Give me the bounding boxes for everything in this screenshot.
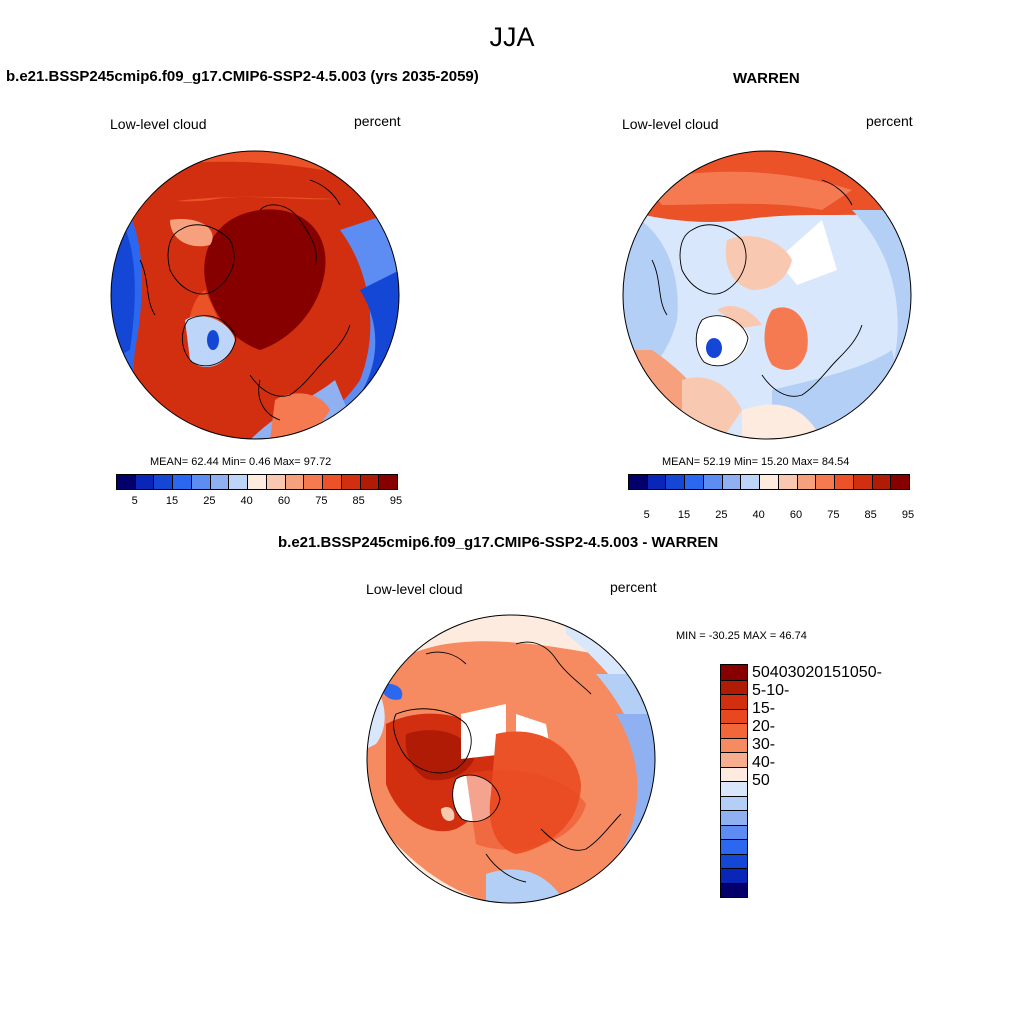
panel-2-variable-label: Low-level cloud: [622, 116, 719, 132]
panel-1-colorbar-box: [359, 475, 379, 489]
panel-3-colorbar-tick-label: -10: [760, 682, 785, 699]
panel-2-colorbar-box: [852, 475, 872, 489]
panel-1-variable-label: Low-level cloud: [110, 116, 207, 132]
panel-2-colorbar-box: [890, 475, 910, 489]
panel-2-colorbar-box: [871, 475, 891, 489]
panel-1-colorbar-box: [153, 475, 173, 489]
panel-2-colorbar-tick-label: 75: [827, 509, 840, 521]
panel-3-colorbar-box: [721, 839, 747, 854]
panel-3-colorbar-box: [721, 723, 747, 738]
panel-2-colorbar: [628, 474, 910, 490]
panel-3-variable-label: Low-level cloud: [366, 581, 463, 597]
panel-2-colorbar-tick-label: 5: [643, 509, 650, 521]
panel-2-colorbar-box: [702, 475, 722, 489]
panel-2-title: WARREN: [733, 70, 800, 87]
panel-3-colorbar-box: [721, 853, 747, 868]
panel-3-units-label: percent: [610, 579, 657, 595]
panel-2-colorbar-box: [684, 475, 703, 489]
panel-3-statistics: MIN = -30.25 MAX = 46.74: [676, 630, 807, 642]
panel-3-colorbar-tick-label: -15: [752, 682, 790, 717]
panel-1-colorbar-tick-label: 60: [277, 495, 291, 507]
panel-2-colorbar-tick-label: 60: [789, 509, 803, 521]
panel-2-colorbar-box: [665, 475, 685, 489]
panel-1-colorbar-tick-label: 15: [165, 495, 179, 507]
panel-1-colorbar-box: [322, 475, 341, 489]
panel-1-colorbar-box: [190, 475, 210, 489]
panel-1-colorbar-box: [340, 475, 360, 489]
panel-1-colorbar-tick-label: 40: [240, 495, 253, 507]
panel-3-polar-map: [366, 614, 656, 904]
panel-1-colorbar-tick-label: 5: [131, 495, 138, 507]
panel-2-colorbar-box: [777, 475, 797, 489]
panel-2-colorbar-tick-label: 95: [901, 509, 915, 521]
panel-1-colorbar-box: [378, 475, 398, 489]
panel-2-colorbar-ticks: 5 15 25 40 60 75 85 95: [628, 509, 915, 523]
panel-2-colorbar-box: [834, 475, 853, 489]
panel-3-colorbar-box: [721, 752, 747, 767]
panel-2-colorbar-box: [759, 475, 778, 489]
panel-3-colorbar-tick-label: -20: [752, 700, 776, 735]
panel-3-colorbar-box: [721, 679, 747, 694]
panel-1-colorbar-box: [303, 475, 323, 489]
panel-3-colorbar-tick-label: 20: [805, 664, 824, 681]
panel-3-colorbar-tick-label: -5: [752, 664, 882, 699]
panel-3-colorbar-box: [721, 708, 747, 723]
panel-2-colorbar-tick-label: 85: [864, 509, 877, 521]
panel-1-colorbar-tick-label: 85: [352, 495, 365, 507]
panel-1-colorbar-tick-label: 25: [203, 495, 216, 507]
panel-3-colorbar-tick-label: 0: [867, 664, 877, 681]
panel-1-colorbar-box: [209, 475, 229, 489]
panel-1-units-label: percent: [354, 113, 401, 129]
panel-2-colorbar-box: [815, 475, 835, 489]
panel-3-colorbar-ticks: 50403020151050-5-10-15-20-30-40-50: [752, 664, 882, 896]
panel-3-title: b.e21.BSSP245cmip6.f09_g17.CMIP6-SSP2-4.…: [278, 534, 719, 551]
panel-3-colorbar-tick-label: -50: [752, 754, 776, 789]
panel-2-colorbar-box: [740, 475, 760, 489]
panel-3-colorbar: [720, 664, 748, 898]
panel-3-colorbar-box: [721, 737, 747, 752]
panel-3-colorbar-box: [721, 868, 747, 883]
panel-1-colorbar-tick-label: 95: [389, 495, 403, 507]
panel-2-statistics: MEAN= 52.19 Min= 15.20 Max= 84.54: [662, 456, 850, 468]
panel-3-colorbar-box: [721, 882, 747, 897]
panel-3-colorbar-box: [721, 694, 747, 709]
panel-2-polar-map: [622, 150, 912, 440]
panel-1-colorbar-box: [228, 475, 248, 489]
panel-3-colorbar-box: [721, 795, 747, 810]
panel-2-units-label: percent: [866, 113, 913, 129]
panel-3-colorbar-tick-label: 40: [769, 664, 788, 681]
panel-2-colorbar-tick-label: 25: [715, 509, 728, 521]
panel-1-statistics: MEAN= 62.44 Min= 0.46 Max= 97.72: [150, 456, 332, 468]
panel-1-colorbar-box: [117, 475, 135, 489]
panel-3-colorbar-tick-label: 10: [840, 664, 859, 681]
panel-2-colorbar-tick-label: 40: [752, 509, 765, 521]
panel-1-colorbar-ticks: 5 15 25 40 60 75 85 95: [116, 495, 403, 509]
panel-1-colorbar: [116, 474, 398, 490]
figure-title: JJA: [489, 22, 535, 52]
panel-1-polar-map: [110, 150, 400, 440]
panel-3-colorbar-tick-label: -30: [752, 718, 776, 753]
panel-2-colorbar-box: [629, 475, 647, 489]
panel-3-colorbar-box: [721, 781, 747, 796]
panel-3-colorbar-box: [721, 665, 747, 680]
panel-1-colorbar-box: [172, 475, 191, 489]
panel-2-colorbar-tick-label: 15: [677, 509, 691, 521]
panel-3-colorbar-tick-label: 30: [787, 664, 806, 681]
panel-3-colorbar-tick-label: -40: [752, 736, 776, 771]
panel-1-colorbar-box: [134, 475, 154, 489]
panel-1-colorbar-tick-label: 75: [315, 495, 328, 507]
panel-2-colorbar-box: [721, 475, 741, 489]
panel-1-colorbar-box: [247, 475, 266, 489]
panel-1-title: b.e21.BSSP245cmip6.f09_g17.CMIP6-SSP2-4.…: [6, 68, 479, 85]
panel-3-colorbar-tick-label: 50: [752, 664, 770, 681]
panel-3-colorbar-tick-label: 15: [823, 664, 841, 681]
panel-1-colorbar-box: [265, 475, 285, 489]
panel-3-colorbar-box: [721, 766, 747, 781]
panel-3-colorbar-box: [721, 824, 747, 839]
panel-3-colorbar-box: [721, 810, 747, 825]
panel-1-colorbar-box: [284, 475, 304, 489]
panel-2-colorbar-box: [796, 475, 816, 489]
panel-3-colorbar-tick-label: 5: [858, 664, 868, 681]
panel-2-colorbar-box: [646, 475, 666, 489]
